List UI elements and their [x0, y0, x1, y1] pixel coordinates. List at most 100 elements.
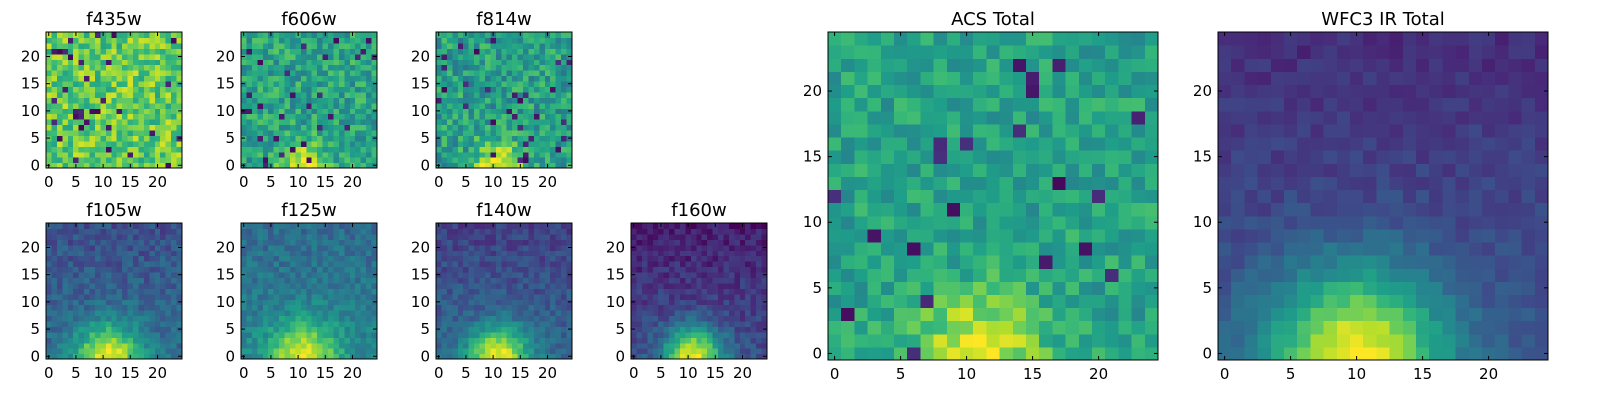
panel-1-heatmap-cell	[311, 59, 318, 66]
panel-1-heatmap-cell	[241, 102, 248, 109]
panel-4-heatmap-cell	[360, 304, 367, 311]
panel-7-heatmap-cell	[1092, 228, 1106, 243]
panel-4-heatmap-cell	[273, 223, 280, 230]
panel-0-heatmap-cell	[51, 113, 58, 120]
panel-2-heatmap-cell	[561, 91, 568, 98]
panel-1-heatmap-cell	[295, 48, 302, 55]
panel-2-heatmap-cell	[523, 157, 530, 164]
panel-5-heatmap-cell	[533, 315, 540, 322]
panel-2-heatmap-cell	[523, 64, 530, 71]
panel-5-heatmap-cell	[441, 331, 448, 338]
panel-2-heatmap-cell	[544, 91, 551, 98]
panel-6-heatmap-cell	[685, 326, 692, 333]
panel-3-heatmap-cell	[89, 310, 96, 317]
panel-3-heatmap-cell	[116, 261, 123, 268]
panel-7-heatmap-cell	[854, 189, 869, 204]
panel-6-heatmap-cell	[723, 282, 730, 289]
panel-0-heatmap-cell	[78, 102, 85, 109]
panel-2-heatmap-cell	[490, 135, 497, 142]
panel-7-heatmap-cell	[1039, 241, 1053, 256]
panel-1-heatmap-cell	[328, 53, 335, 60]
panel-2-heatmap-cell	[457, 80, 464, 87]
panel-5-xtick-label: 0	[434, 364, 444, 382]
panel-5-heatmap-cell	[539, 342, 546, 349]
panel-2-heatmap-cell	[550, 124, 557, 131]
panel-3-heatmap-cell	[111, 261, 118, 268]
panel-4-xtick-label: 5	[266, 364, 276, 382]
panel-1-heatmap-cell	[246, 70, 253, 77]
panel-2-heatmap-cell	[484, 162, 491, 169]
panel-3-heatmap-cell	[78, 277, 85, 284]
panel-0-heatmap-cell	[111, 102, 118, 109]
panel-3-heatmap-cell	[73, 239, 80, 246]
panel-0-heatmap-cell	[165, 157, 172, 164]
panel-0-heatmap-cell	[100, 102, 107, 109]
panel-7-heatmap-cell	[960, 320, 974, 335]
panel-5-heatmap-cell	[561, 315, 568, 322]
panel-5-heatmap-cell	[506, 293, 513, 300]
panel-3-heatmap-cell	[171, 244, 178, 251]
panel-6-heatmap-cell	[652, 337, 659, 344]
panel-4-heatmap-cell	[268, 315, 275, 322]
panel-7-heatmap-cell	[1026, 163, 1040, 177]
panel-2-heatmap-cell	[457, 48, 464, 55]
panel-1-heatmap-cell	[322, 86, 329, 93]
panel-7-heatmap-cell	[1026, 346, 1040, 361]
panel-0-heatmap-cell	[78, 91, 85, 98]
panel-6-heatmap-cell	[723, 326, 730, 333]
panel-6-heatmap-cell	[685, 348, 692, 355]
panel-7-heatmap-cell	[1105, 307, 1119, 322]
panel-2-heatmap-cell	[457, 113, 464, 120]
panel-1-heatmap-cell	[306, 102, 313, 109]
panel-1-heatmap-cell	[295, 53, 302, 60]
panel-2-ytick-label: 0	[420, 156, 430, 174]
panel-6-heatmap-cell	[750, 239, 757, 246]
panel-5-heatmap-cell	[479, 228, 486, 235]
panel-2-heatmap-cell	[544, 53, 551, 60]
panel-0-heatmap-cell	[100, 108, 107, 115]
panel-2-heatmap-cell	[533, 70, 540, 77]
panel-1-heatmap-cell	[349, 91, 356, 98]
panel-1-heatmap-cell	[366, 42, 373, 49]
panel-0-heatmap-cell	[149, 37, 156, 44]
panel-4-heatmap-cell	[251, 315, 258, 322]
panel-3-heatmap-cell	[67, 353, 74, 360]
panel-4-heatmap-cell	[371, 255, 378, 262]
panel-6-heatmap-cell	[745, 342, 752, 349]
panel-1-heatmap-cell	[349, 151, 356, 158]
panel-3-heatmap-cell	[89, 271, 96, 278]
panel-1-heatmap-cell	[306, 32, 313, 39]
panel-2-heatmap-cell	[452, 157, 459, 164]
panel-2-heatmap-cell	[501, 59, 508, 66]
panel-7-heatmap-cell	[1118, 333, 1133, 348]
panel-3-heatmap-cell	[62, 233, 69, 240]
panel-3-heatmap-cell	[51, 353, 58, 360]
panel-4-heatmap-cell	[360, 244, 367, 251]
panel-3-heatmap-cell	[143, 223, 150, 230]
panel-3-heatmap-cell	[62, 326, 69, 333]
panel-3-heatmap-cell	[111, 244, 118, 251]
panel-0-heatmap-cell	[122, 108, 129, 115]
panel-6-heatmap-cell	[728, 320, 735, 327]
panel-1-heatmap-cell	[322, 129, 329, 136]
panel-4-heatmap-cell	[273, 337, 280, 344]
panel-2-heatmap-cell	[550, 162, 557, 169]
panel-5-heatmap-cell	[484, 326, 491, 333]
panel-3-heatmap-cell	[116, 337, 123, 344]
panel-3-heatmap-cell	[127, 310, 134, 317]
panel-4-heatmap-cell	[322, 277, 329, 284]
panel-4-heatmap-cell	[333, 293, 340, 300]
panel-2-heatmap-cell	[474, 70, 481, 77]
panel-3-heatmap-cell	[143, 353, 150, 360]
panel-7-heatmap-cell	[1131, 294, 1146, 309]
panel-4-heatmap-cell	[257, 315, 264, 322]
panel-5-heatmap-cell	[479, 337, 486, 344]
panel-6-heatmap-cell	[723, 239, 730, 246]
panel-0-heatmap-cell	[138, 108, 145, 115]
panel-2-heatmap-cell	[441, 102, 448, 109]
panel-2-heatmap-cell	[550, 113, 557, 120]
panel-4-heatmap-cell	[262, 250, 269, 257]
panel-7-heatmap-cell	[841, 255, 855, 269]
panel-4-heatmap-cell	[328, 299, 335, 306]
panel-2-heatmap-cell	[528, 124, 535, 131]
